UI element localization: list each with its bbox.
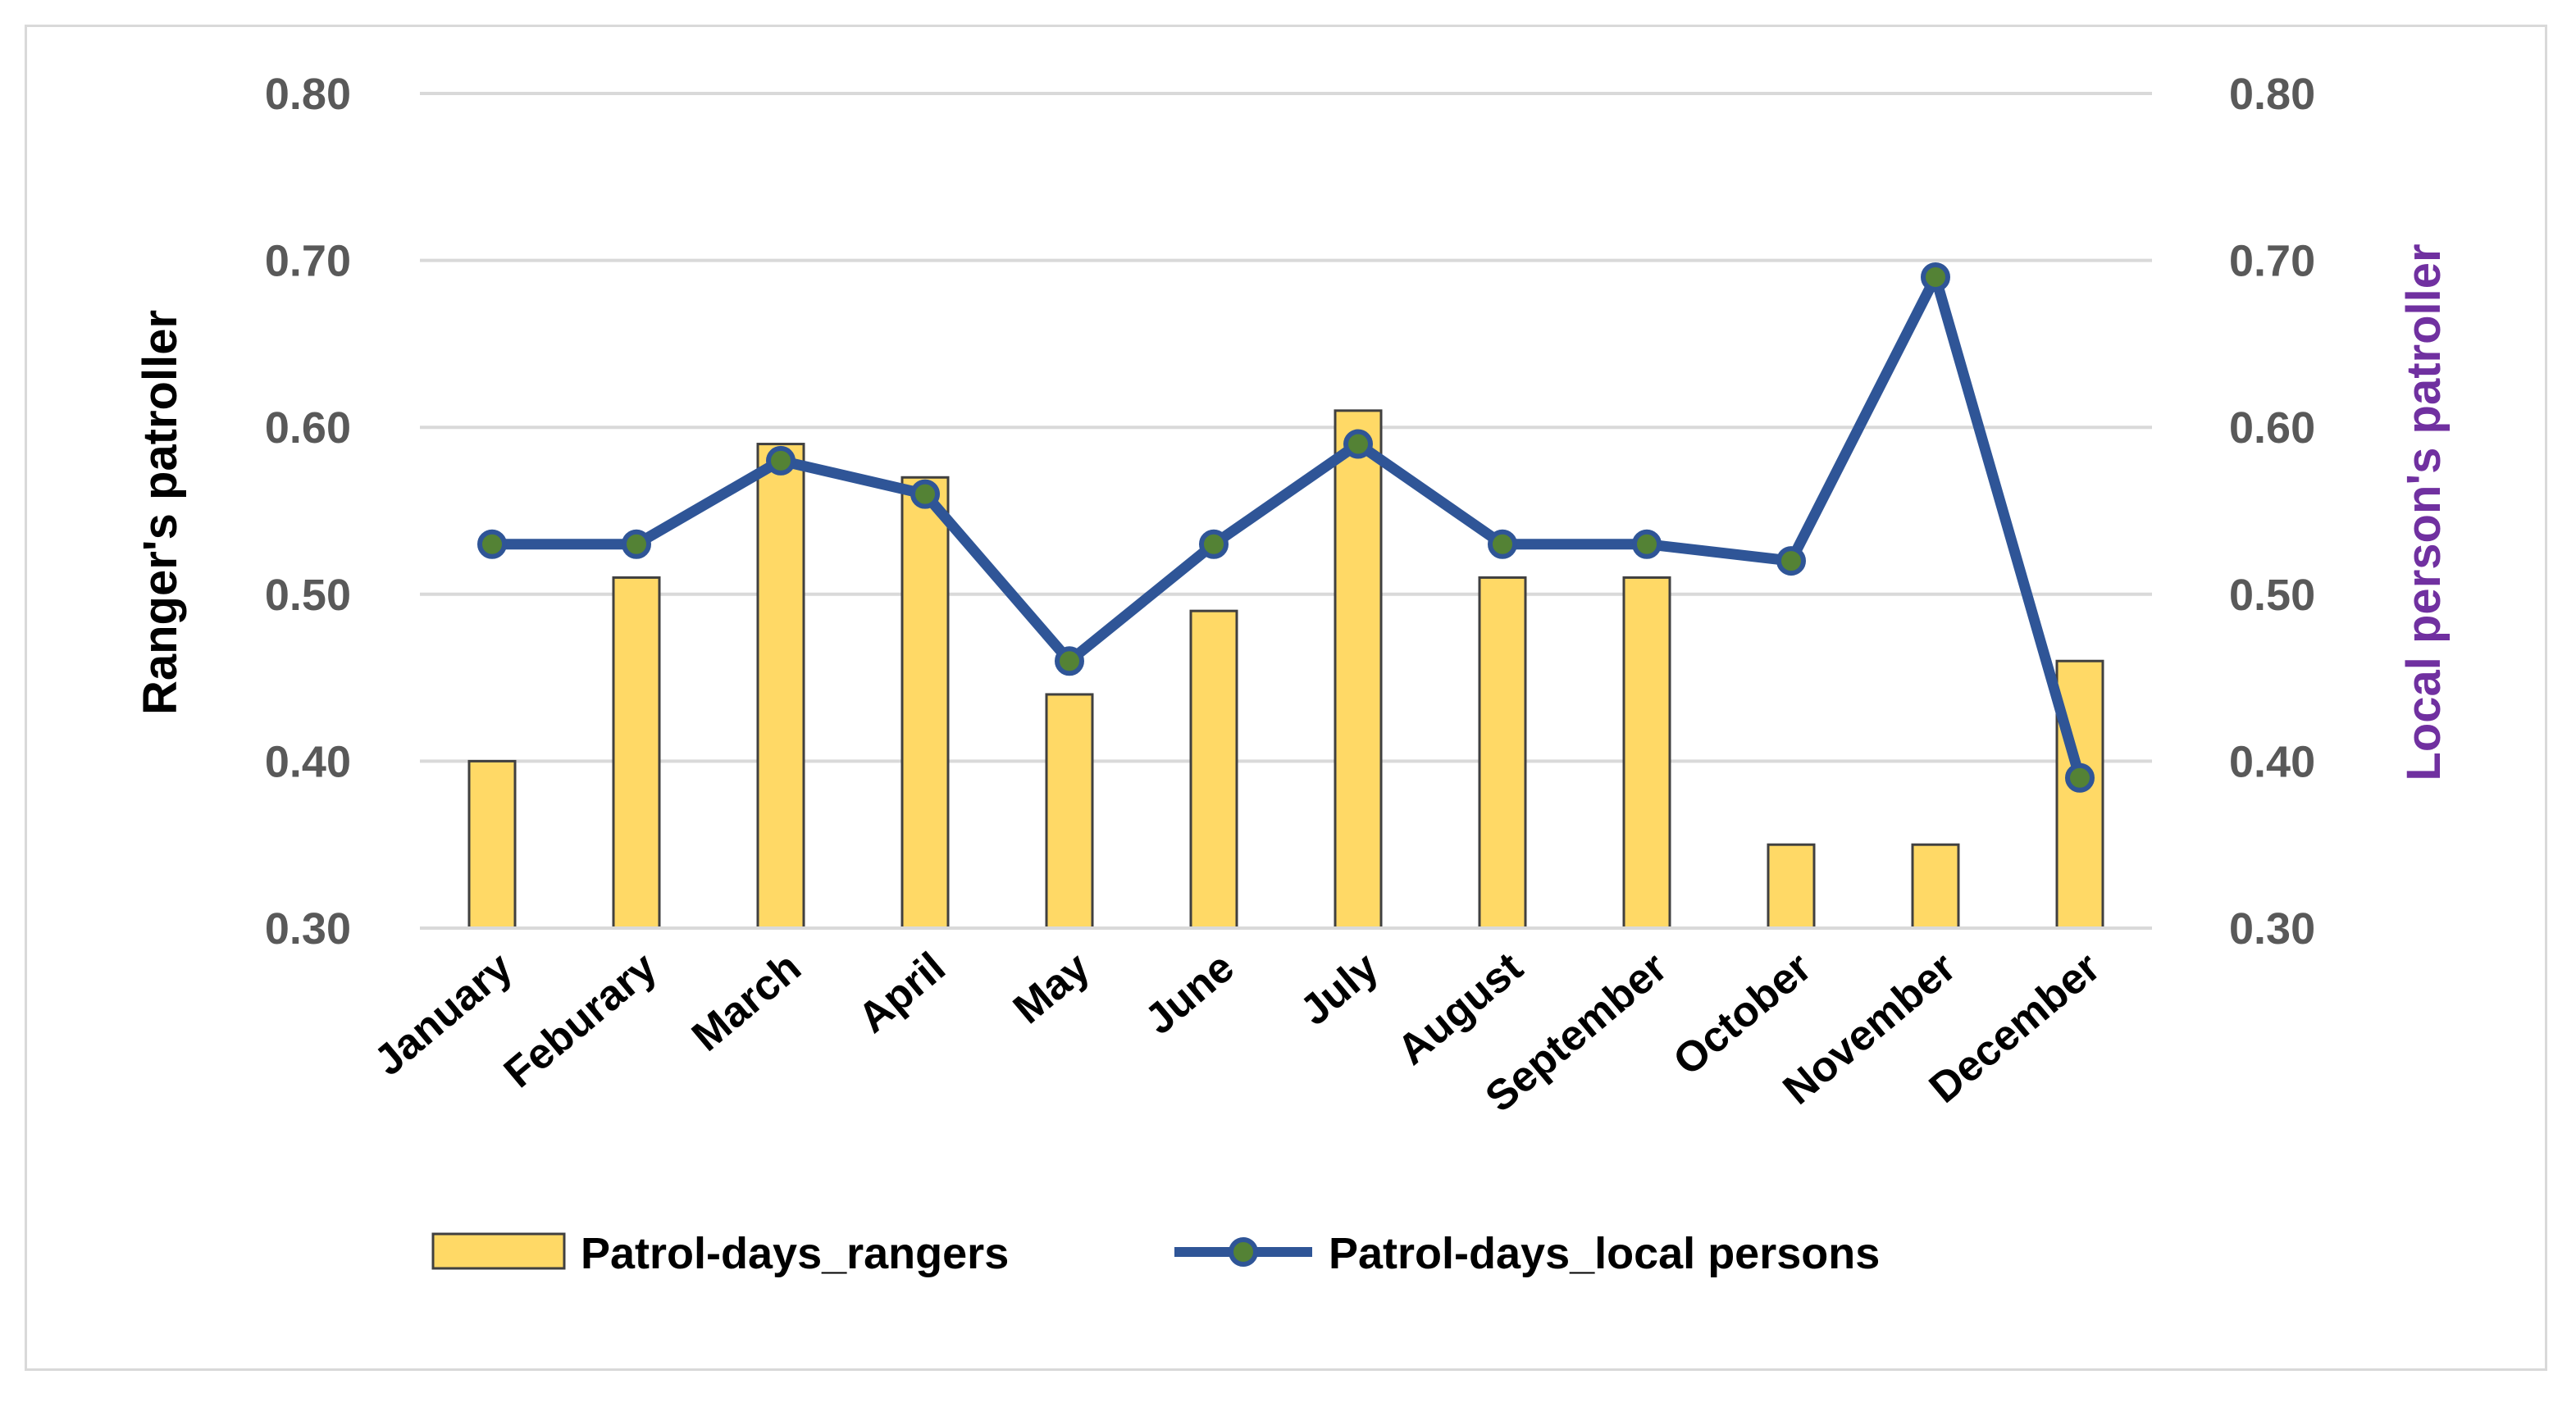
bar-feburary [612,576,661,930]
bar-june [1189,609,1238,930]
category-label: June [1136,944,1242,1044]
bar-november [1911,843,1960,930]
right-y-tick-label: 0.50 [2229,571,2315,620]
right-y-tick-label: 0.40 [2229,737,2315,786]
point-october [1776,546,1806,576]
bar-series [420,409,2152,930]
category-label: April [850,944,955,1043]
point-june [1199,529,1229,559]
category-label: Feburary [495,944,666,1098]
bar-april [900,476,950,930]
point-august [1488,529,1517,559]
legend-bar-label: Patrol-days_rangers [581,1229,1009,1278]
category-label: August [1388,944,1531,1075]
chart-frame [25,25,2547,1371]
right-y-tick-label: 0.70 [2229,237,2315,286]
line-local-persons [486,271,2086,784]
point-feburary [622,529,651,559]
point-january [477,529,507,559]
legend: Patrol-days_rangers Patrol-days_local pe… [431,1229,1880,1278]
left-y-tick-label: 0.50 [265,571,351,620]
right-y-tick-label: 0.80 [2229,70,2315,119]
bar-october [1767,843,1816,930]
legend-bar-swatch [431,1232,566,1270]
legend-line-marker [1229,1237,1258,1267]
left-y-axis-ticks: 0.80 0.70 0.60 0.50 0.40 0.30 [265,70,351,954]
point-march [766,445,796,476]
bar-august [1478,576,1527,930]
right-y-tick-label: 0.30 [2229,904,2315,954]
left-y-tick-label: 0.80 [265,70,351,119]
left-y-tick-label: 0.40 [265,737,351,786]
left-y-axis-title: Ranger's patroller [134,310,187,715]
bar-january [467,759,517,930]
gridlines [420,92,2152,930]
bar-march [756,443,805,930]
right-y-axis-title: Local person's patroller [2397,244,2451,781]
left-y-tick-label: 0.60 [265,403,351,453]
left-y-tick-label: 0.30 [265,904,351,954]
category-label: May [1005,944,1099,1034]
line-series [477,262,2095,793]
point-july [1343,429,1373,459]
bar-may [1045,693,1094,930]
right-y-axis-ticks: 0.80 0.70 0.60 0.50 0.40 0.30 [2229,70,2315,954]
legend-line-label: Patrol-days_local persons [1329,1229,1880,1278]
left-y-tick-label: 0.70 [265,237,351,286]
category-label: July [1292,944,1388,1035]
point-november [1921,262,1950,292]
bar-july [1334,409,1383,930]
point-april [910,479,940,509]
point-september [1632,529,1662,559]
bar-september [1622,576,1671,930]
point-december [2065,762,2095,793]
category-label: March [683,944,810,1061]
point-may [1055,646,1084,676]
bar-december [2055,659,2104,930]
right-y-tick-label: 0.60 [2229,403,2315,453]
